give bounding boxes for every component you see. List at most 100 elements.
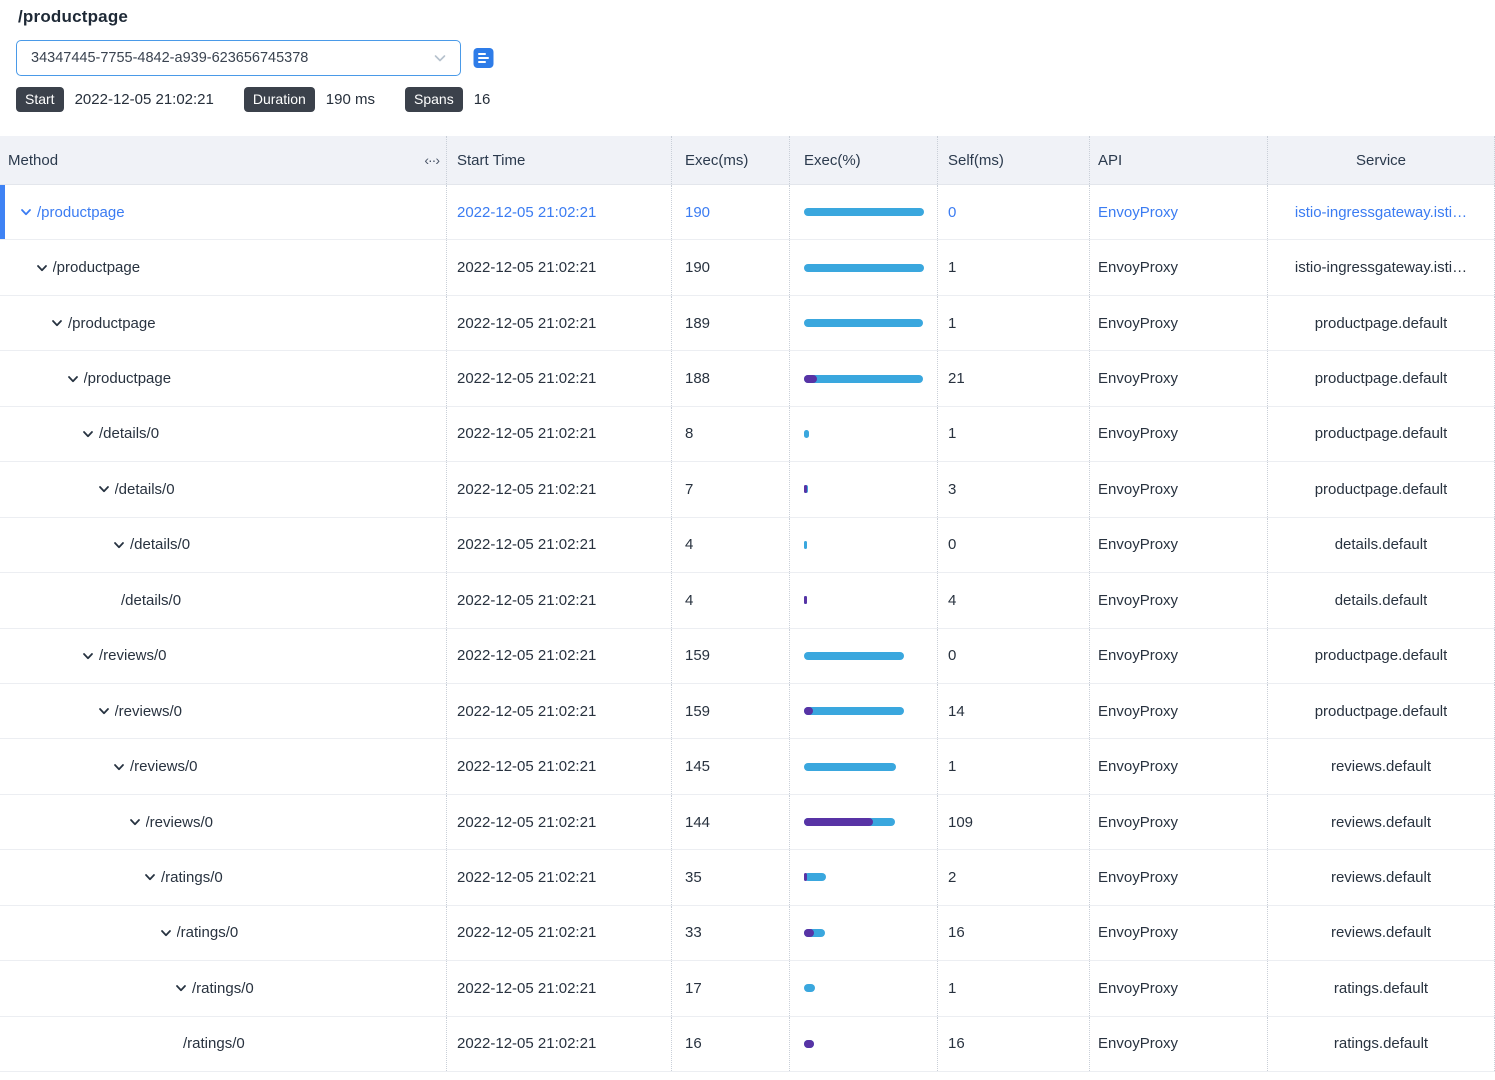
self-ms-cell: 3 <box>938 462 1090 516</box>
chevron-down-icon[interactable] <box>98 483 110 495</box>
table-row[interactable]: /productpage2022-12-05 21:02:211901Envoy… <box>0 240 1495 295</box>
table-row[interactable]: /details/02022-12-05 21:02:2140EnvoyProx… <box>0 518 1495 573</box>
exec-ms-cell: 159 <box>672 629 790 683</box>
self-time-bar <box>804 485 807 493</box>
api-cell: EnvoyProxy <box>1090 961 1268 1015</box>
table-row[interactable]: /reviews/02022-12-05 21:02:21144109Envoy… <box>0 795 1495 850</box>
service-cell: ratings.default <box>1268 1017 1495 1071</box>
chevron-down-icon[interactable] <box>82 650 94 662</box>
service-cell: details.default <box>1268 518 1495 572</box>
table-row[interactable]: /details/02022-12-05 21:02:2144EnvoyProx… <box>0 573 1495 628</box>
api-cell: EnvoyProxy <box>1090 296 1268 350</box>
table-row[interactable]: /productpage2022-12-05 21:02:2118821Envo… <box>0 351 1495 406</box>
start-time-cell: 2022-12-05 21:02:21 <box>447 351 672 405</box>
exec-bar-track <box>804 375 923 383</box>
chevron-down-icon[interactable] <box>160 927 172 939</box>
service-label: productpage.default <box>1315 370 1448 387</box>
table-row[interactable]: /ratings/02022-12-05 21:02:211616EnvoyPr… <box>0 1017 1495 1072</box>
exec-time-bar <box>804 319 923 327</box>
self-ms-cell: 16 <box>938 906 1090 960</box>
exec-ms-cell: 159 <box>672 684 790 738</box>
method-cell: /details/0 <box>0 462 447 516</box>
table-row[interactable]: /ratings/02022-12-05 21:02:21352EnvoyPro… <box>0 850 1495 905</box>
span-table: Method ‹··› Start Time Exec(ms) Exec(%) … <box>0 136 1495 1072</box>
api-cell: EnvoyProxy <box>1090 739 1268 793</box>
exec-percent-cell <box>790 739 938 793</box>
method-cell: /details/0 <box>0 518 447 572</box>
start-time-cell: 2022-12-05 21:02:21 <box>447 462 672 516</box>
col-header-exec-ms: Exec(ms) <box>672 136 790 184</box>
exec-ms-cell: 145 <box>672 739 790 793</box>
service-cell: productpage.default <box>1268 351 1495 405</box>
chevron-down-icon[interactable] <box>51 317 63 329</box>
trace-id-select[interactable]: 34347445-7755-4842-a939-623656745378 <box>16 40 461 76</box>
method-label: /details/0 <box>121 592 181 609</box>
exec-ms-cell: 190 <box>672 185 790 239</box>
copy-icon[interactable] <box>472 46 495 70</box>
exec-percent-cell <box>790 573 938 627</box>
method-label: /productpage <box>84 370 172 387</box>
chevron-down-icon <box>432 50 448 66</box>
exec-bar-track <box>804 818 895 826</box>
exec-time-bar <box>804 208 924 216</box>
method-label: /reviews/0 <box>99 647 167 664</box>
method-label: /reviews/0 <box>146 814 214 831</box>
chevron-down-icon[interactable] <box>20 206 32 218</box>
start-time-cell: 2022-12-05 21:02:21 <box>447 518 672 572</box>
exec-bar-track <box>804 596 807 604</box>
service-cell: details.default <box>1268 573 1495 627</box>
table-row[interactable]: /productpage2022-12-05 21:02:211891Envoy… <box>0 296 1495 351</box>
api-cell: EnvoyProxy <box>1090 795 1268 849</box>
chevron-down-icon[interactable] <box>67 373 79 385</box>
chevron-down-icon[interactable] <box>144 871 156 883</box>
exec-bar-track <box>804 264 924 272</box>
start-time-cell: 2022-12-05 21:02:21 <box>447 961 672 1015</box>
chevron-down-icon[interactable] <box>129 816 141 828</box>
chevron-down-icon[interactable] <box>82 428 94 440</box>
exec-ms-cell: 35 <box>672 850 790 904</box>
service-cell: productpage.default <box>1268 407 1495 461</box>
table-row[interactable]: /reviews/02022-12-05 21:02:2115914EnvoyP… <box>0 684 1495 739</box>
exec-time-bar <box>804 430 809 438</box>
exec-bar-track <box>804 707 904 715</box>
column-resize-icon[interactable]: ‹··› <box>424 152 439 168</box>
chevron-down-icon[interactable] <box>113 539 125 551</box>
chevron-down-icon[interactable] <box>98 705 110 717</box>
exec-bar-track <box>804 929 825 937</box>
service-cell: reviews.default <box>1268 906 1495 960</box>
span-table-body: /productpage2022-12-05 21:02:211900Envoy… <box>0 185 1495 1072</box>
api-cell: EnvoyProxy <box>1090 573 1268 627</box>
method-cell: /productpage <box>0 351 447 405</box>
exec-percent-cell <box>790 240 938 294</box>
api-cell: EnvoyProxy <box>1090 462 1268 516</box>
chevron-down-icon[interactable] <box>36 262 48 274</box>
table-row[interactable]: /ratings/02022-12-05 21:02:213316EnvoyPr… <box>0 906 1495 961</box>
table-row[interactable]: /details/02022-12-05 21:02:2173EnvoyProx… <box>0 462 1495 517</box>
col-header-method-label: Method <box>8 152 58 169</box>
method-cell: /productpage <box>0 240 447 294</box>
self-time-bar <box>804 375 817 383</box>
exec-bar-track <box>804 984 815 992</box>
exec-bar-track <box>804 430 809 438</box>
table-row[interactable]: /details/02022-12-05 21:02:2181EnvoyProx… <box>0 407 1495 462</box>
self-ms-cell: 1 <box>938 739 1090 793</box>
service-cell: istio-ingressgateway.isti… <box>1268 240 1495 294</box>
col-header-start-time: Start Time <box>447 136 672 184</box>
exec-bar-track <box>804 319 923 327</box>
api-cell: EnvoyProxy <box>1090 518 1268 572</box>
table-row[interactable]: /ratings/02022-12-05 21:02:21171EnvoyPro… <box>0 961 1495 1016</box>
service-cell: productpage.default <box>1268 684 1495 738</box>
method-label: /details/0 <box>99 425 159 442</box>
self-time-bar <box>804 929 814 937</box>
self-ms-cell: 1 <box>938 407 1090 461</box>
table-row[interactable]: /productpage2022-12-05 21:02:211900Envoy… <box>0 185 1495 240</box>
service-label: productpage.default <box>1315 425 1448 442</box>
table-row[interactable]: /reviews/02022-12-05 21:02:211451EnvoyPr… <box>0 739 1495 794</box>
table-row[interactable]: /reviews/02022-12-05 21:02:211590EnvoyPr… <box>0 629 1495 684</box>
start-value: 2022-12-05 21:02:21 <box>75 91 214 108</box>
self-ms-cell: 1 <box>938 240 1090 294</box>
chevron-down-icon[interactable] <box>175 982 187 994</box>
exec-ms-cell: 16 <box>672 1017 790 1071</box>
chevron-down-icon[interactable] <box>113 761 125 773</box>
exec-time-bar <box>804 763 896 771</box>
